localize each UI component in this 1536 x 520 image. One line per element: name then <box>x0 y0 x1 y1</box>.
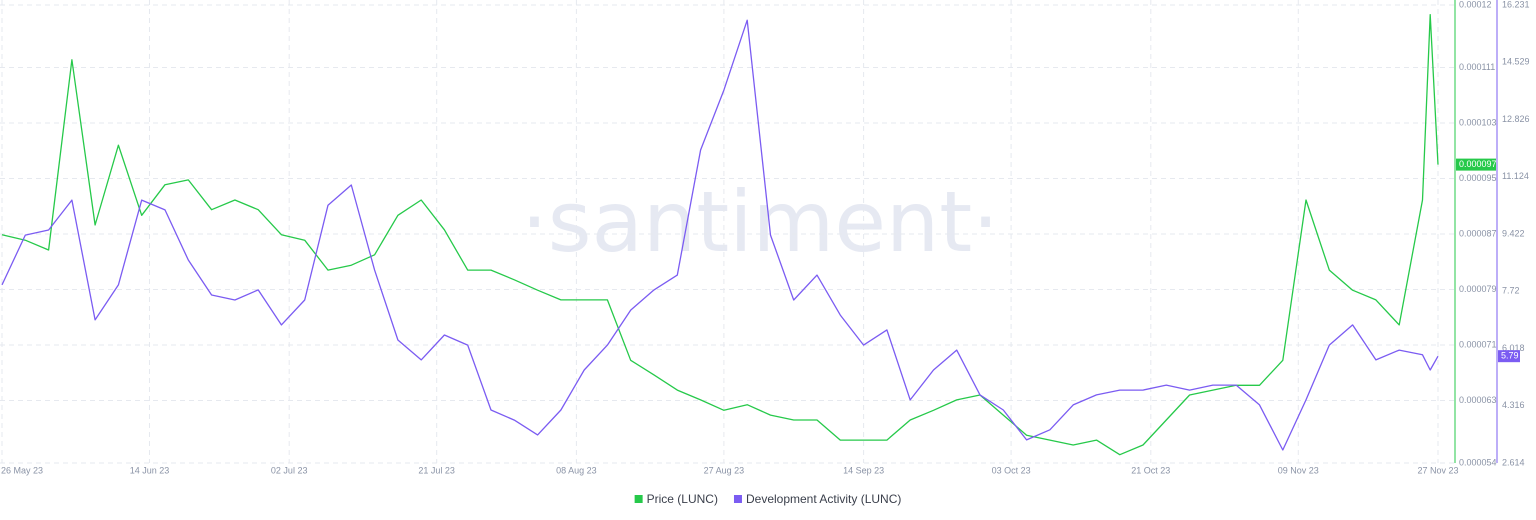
y-tick-label: 0.000103 <box>1459 117 1497 127</box>
y-tick-label: 0.000054 <box>1459 457 1497 467</box>
y-tick-label: 0.000111 <box>1459 62 1495 72</box>
x-tick-label: 09 Nov 23 <box>1278 465 1319 475</box>
x-tick-label: 03 Oct 23 <box>992 465 1031 475</box>
legend-label: Price (LUNC) <box>647 492 718 506</box>
series-line <box>1 19 1439 451</box>
current-value-label: 5.79 <box>1501 351 1519 361</box>
current-value-badge <box>1498 350 1520 363</box>
current-value-label: 0.000097 <box>1459 159 1497 169</box>
legend-label: Development Activity (LUNC) <box>746 492 901 506</box>
x-tick-label: 21 Jul 23 <box>418 465 455 475</box>
watermark: ·santiment· <box>521 173 999 271</box>
x-tick-label: 27 Aug 23 <box>704 465 745 475</box>
y2-tick-label: 16.231 <box>1502 0 1530 9</box>
y-tick-label: 0.00012 <box>1459 0 1492 9</box>
y-tick-label: 0.000063 <box>1459 395 1497 405</box>
y-tick-label: 0.000071 <box>1459 339 1497 349</box>
series-line <box>1 14 1439 456</box>
x-tick-label: 14 Jun 23 <box>130 465 170 475</box>
x-tick-label: 26 May 23 <box>1 465 43 475</box>
y-tick-label: 0.000087 <box>1459 228 1497 238</box>
x-tick-label: 02 Jul 23 <box>271 465 308 475</box>
y2-tick-label: 12.826 <box>1502 114 1530 124</box>
y2-tick-label: 14.529 <box>1502 57 1530 67</box>
y2-tick-label: 9.422 <box>1502 228 1525 238</box>
y-tick-label: 0.000095 <box>1459 173 1497 183</box>
y2-tick-label: 7.72 <box>1502 286 1520 296</box>
y2-tick-label: 6.018 <box>1502 343 1525 353</box>
y2-tick-label: 4.316 <box>1502 400 1525 410</box>
x-tick-label: 21 Oct 23 <box>1131 465 1170 475</box>
legend: Price (LUNC) Development Activity (LUNC) <box>634 492 901 506</box>
current-value-badge <box>1456 158 1496 171</box>
x-tick-label: 27 Nov 23 <box>1417 465 1458 475</box>
legend-swatch <box>733 495 742 503</box>
x-tick-label: 08 Aug 23 <box>556 465 597 475</box>
y2-tick-label: 11.124 <box>1502 171 1529 181</box>
y2-tick-label: 2.614 <box>1502 457 1525 467</box>
y-tick-label: 0.000079 <box>1459 284 1497 294</box>
legend-swatch <box>634 495 643 503</box>
x-tick-label: 14 Sep 23 <box>843 465 884 475</box>
